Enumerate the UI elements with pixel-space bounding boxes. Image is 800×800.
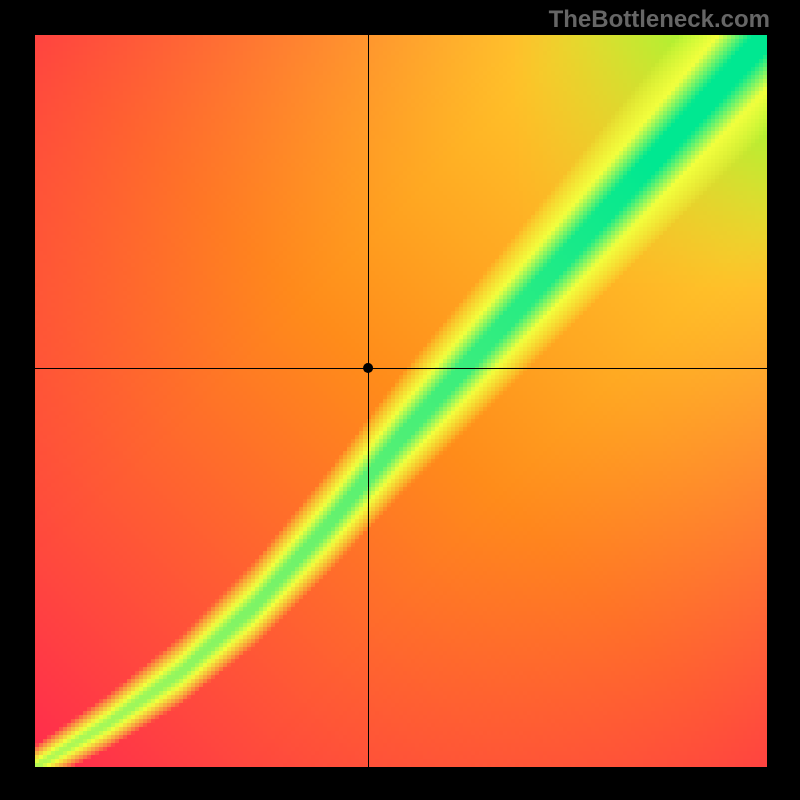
- watermark-label: TheBottleneck.com: [549, 6, 770, 34]
- bottleneck-heatmap: [0, 0, 800, 800]
